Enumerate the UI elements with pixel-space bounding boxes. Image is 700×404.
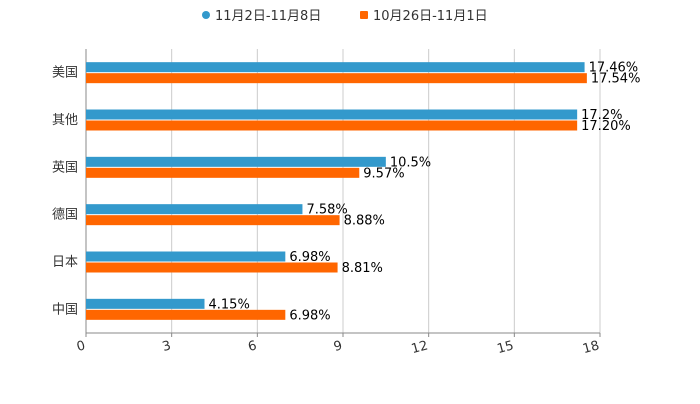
y-category-label-1: 其他: [52, 113, 78, 128]
bar-series-2-3[interactable]: [86, 215, 340, 226]
data-label-series-1-2: 10.5%: [390, 155, 431, 170]
x-tick-label-1: 3: [161, 338, 173, 355]
x-tick-label-2: 6: [246, 338, 258, 355]
legend-swatch-series-1: [202, 10, 210, 19]
data-label-series-2-2: 9.57%: [363, 166, 404, 181]
legend-swatch-series-2: [360, 10, 368, 19]
data-label-series-1-0: 17.46%: [589, 61, 639, 76]
bar-series-1-3[interactable]: [86, 204, 303, 215]
legend: 11月2日-11月8日 10月26日-11月1日: [0, 5, 700, 24]
data-label-series-2-1: 17.20%: [581, 119, 631, 134]
legend-label-series-2: 10月26日-11月1日: [373, 9, 488, 24]
x-tick-label-4: 12: [410, 338, 430, 357]
data-label-series-1-3: 7.58%: [306, 203, 347, 218]
bar-series-2-5[interactable]: [86, 309, 286, 320]
x-tick-label-5: 15: [496, 338, 516, 357]
legend-item-series-1[interactable]: 11月2日-11月8日: [202, 5, 321, 24]
bar-series-2-1[interactable]: [86, 120, 578, 131]
y-category-label-3: 德国: [52, 208, 78, 223]
y-category-label-5: 中国: [52, 302, 78, 317]
data-label-series-1-4: 6.98%: [289, 250, 330, 265]
legend-item-series-2[interactable]: 10月26日-11月1日: [360, 5, 488, 24]
bar-series-2-4[interactable]: [86, 262, 338, 273]
data-label-series-2-4: 8.81%: [342, 261, 383, 276]
y-category-label-0: 美国: [52, 66, 78, 81]
x-tick-label-3: 9: [332, 338, 344, 355]
y-category-label-4: 日本: [52, 255, 78, 270]
bar-series-1-0[interactable]: [86, 62, 585, 73]
bar-series-1-1[interactable]: [86, 109, 578, 120]
data-label-series-2-3: 8.88%: [344, 214, 385, 229]
legend-label-series-1: 11月2日-11月8日: [215, 9, 322, 24]
data-label-series-1-1: 17.2%: [581, 108, 622, 123]
bar-series-2-2[interactable]: [86, 167, 360, 178]
y-category-label-2: 英国: [52, 160, 78, 175]
bar-series-2-0[interactable]: [86, 73, 587, 84]
data-label-series-2-5: 6.98%: [289, 308, 330, 323]
x-tick-label-6: 18: [581, 338, 601, 357]
bar-series-1-4[interactable]: [86, 251, 286, 262]
bar-series-1-2[interactable]: [86, 156, 386, 167]
data-label-series-2-0: 17.54%: [591, 72, 641, 87]
data-label-series-1-5: 4.15%: [209, 297, 250, 312]
x-tick-label-0: 0: [75, 338, 87, 355]
bar-series-1-5[interactable]: [86, 298, 205, 309]
